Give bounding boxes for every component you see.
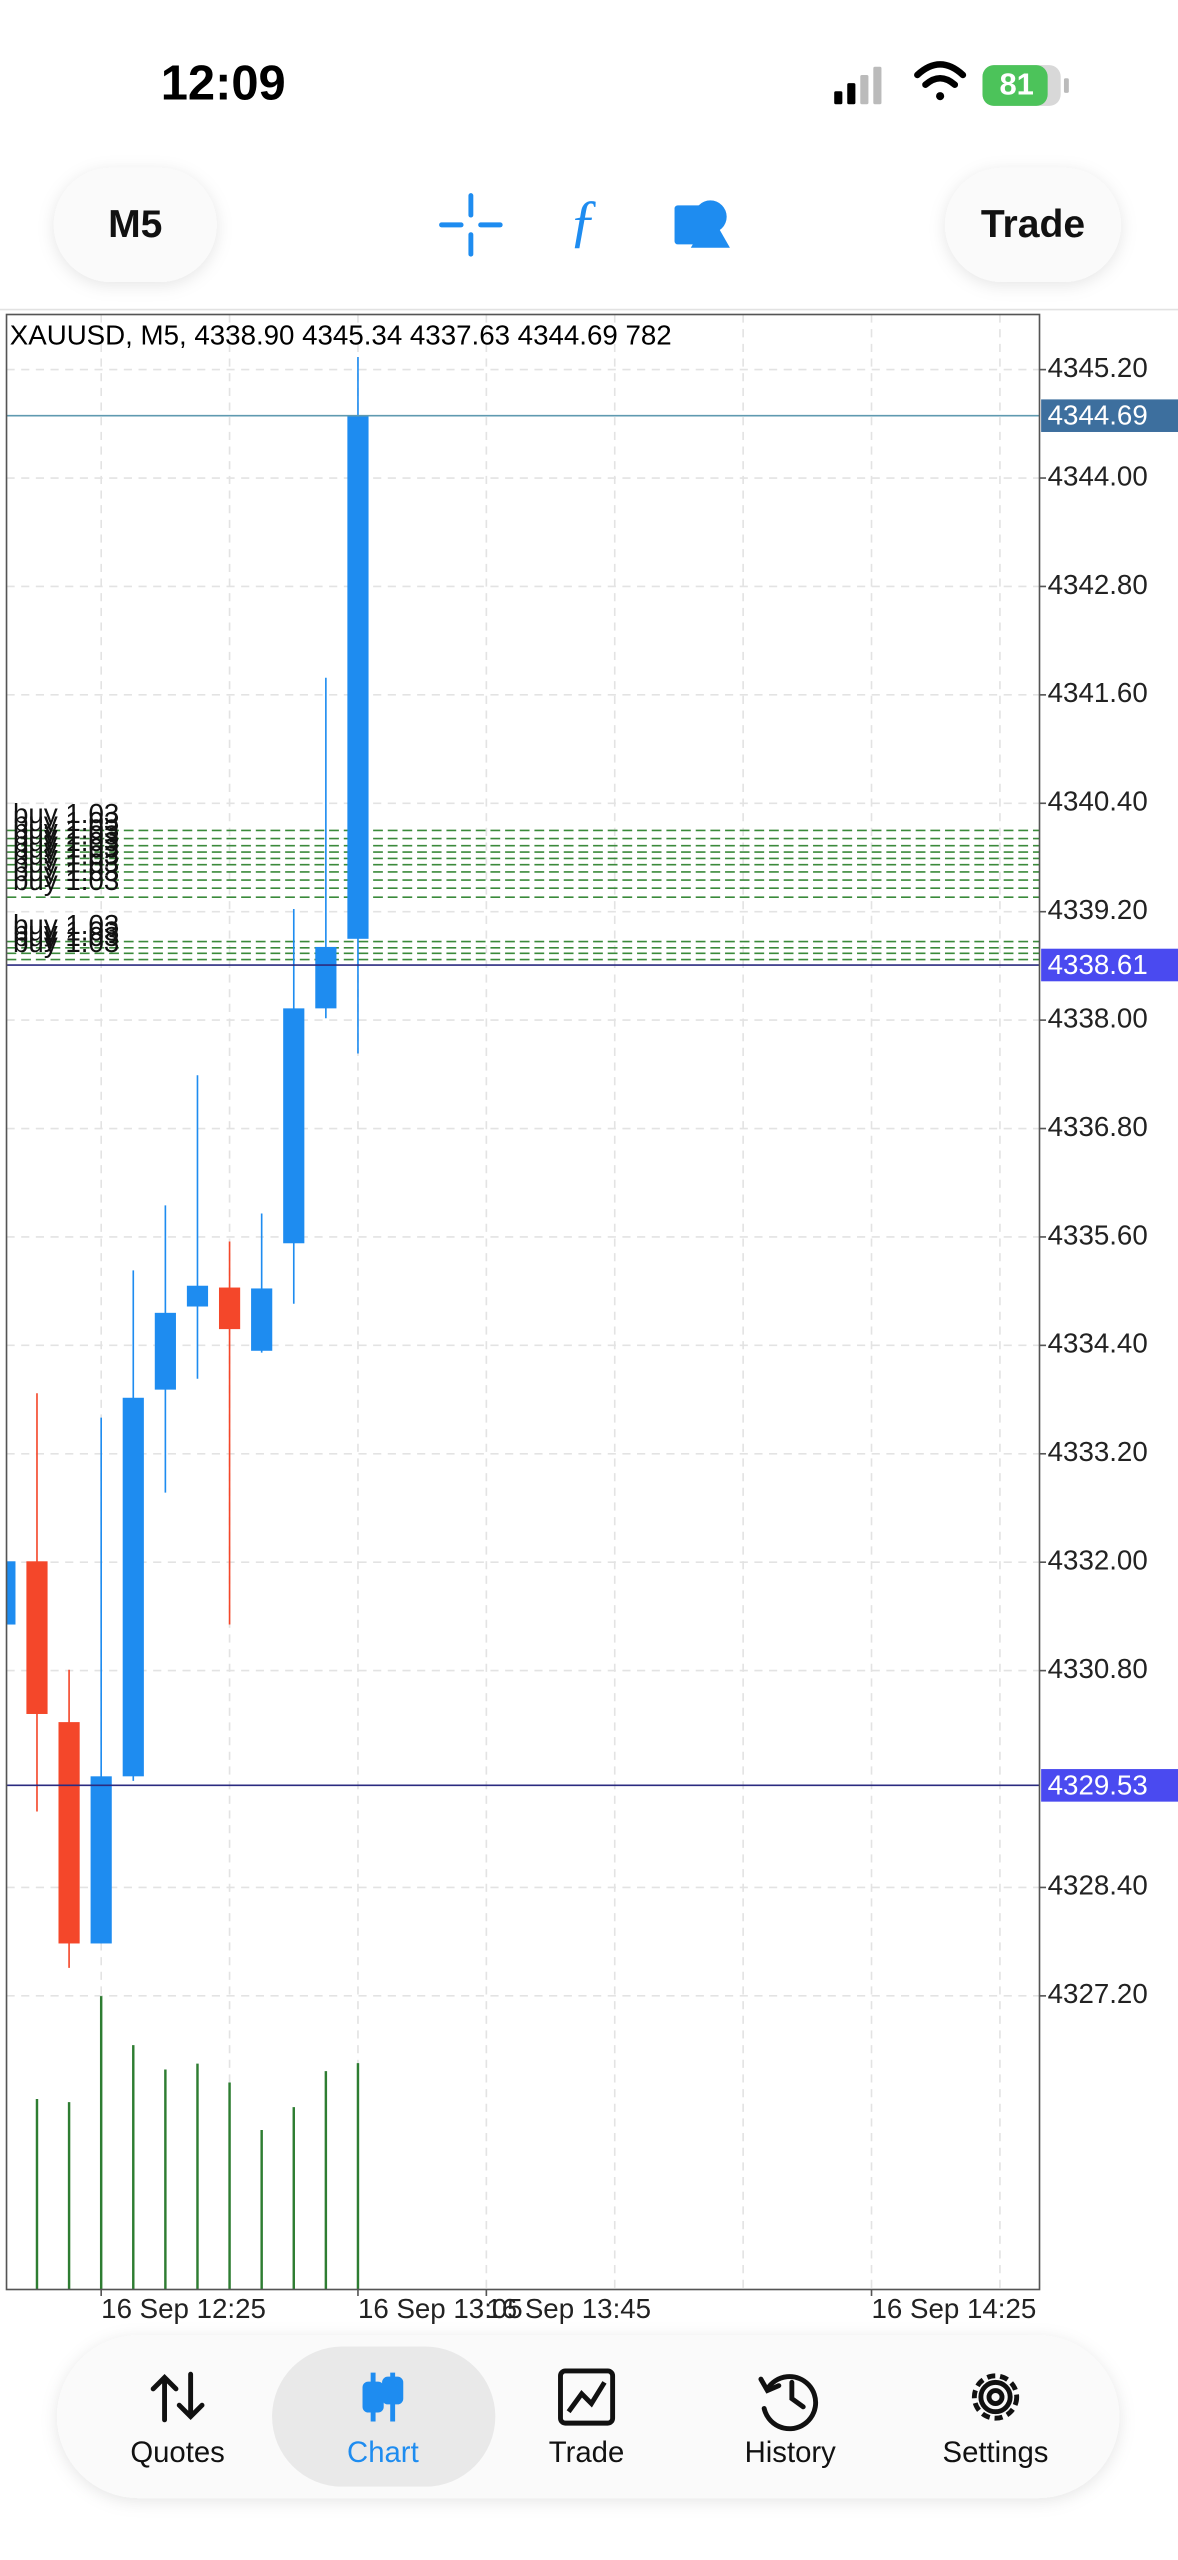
trade-icon[interactable]	[558, 2368, 616, 2426]
chart-icon[interactable]	[362, 2372, 404, 2422]
y-tick-label: 4340.40	[1048, 786, 1148, 817]
candle-body	[347, 415, 369, 939]
order-label: buy 1.03	[13, 927, 119, 958]
clock: 12:09	[161, 56, 286, 110]
candle-body	[283, 1008, 305, 1244]
y-tick-label: 4333.20	[1048, 1436, 1148, 1467]
candle-body	[6, 1561, 16, 1625]
settings-icon[interactable]	[971, 2373, 1020, 2421]
y-tick-label: 4341.60	[1048, 677, 1148, 708]
y-tick-label: 4328.40	[1048, 1870, 1148, 1901]
candle-body	[58, 1722, 80, 1944]
order-label: buy 1.03	[13, 840, 119, 871]
candle-body	[154, 1312, 176, 1390]
y-tick-label: 4327.20	[1048, 1978, 1148, 2009]
order-label: buy 1.03	[13, 865, 119, 896]
y-tick-label: 4335.60	[1048, 1219, 1148, 1250]
order-label: buy 1.03	[13, 813, 119, 844]
price-label: 4338.61	[1048, 949, 1148, 980]
order-label: buy 1.03	[13, 921, 119, 952]
trade-button-label[interactable]: Trade	[981, 203, 1085, 246]
battery-icon: 81	[982, 65, 1069, 106]
tab-label[interactable]: Settings	[943, 2436, 1049, 2469]
objects-button[interactable]	[674, 200, 730, 248]
order-label: buy 1.03	[13, 915, 119, 946]
x-tick-label: 16 Sep 13:45	[486, 2293, 651, 2324]
timeframe-button[interactable]	[53, 167, 217, 282]
y-tick-label: 4332.00	[1048, 1545, 1148, 1576]
wifi-icon	[914, 61, 967, 101]
price-label: 4329.53	[1048, 1769, 1148, 1800]
candle-body	[251, 1288, 273, 1351]
candle-body	[90, 1776, 112, 1944]
history-icon[interactable]	[758, 2374, 819, 2432]
chart-info: XAUUSD, M5, 4338.90 4345.34 4337.63 4344…	[10, 320, 672, 351]
y-tick-label: 4330.80	[1048, 1653, 1148, 1684]
active-tab-bg	[272, 2346, 496, 2487]
quotes-icon[interactable]	[150, 2371, 205, 2423]
timeframe-label[interactable]: M5	[108, 203, 162, 246]
y-tick-label: 4339.20	[1048, 894, 1148, 925]
price-label-bg	[1041, 948, 1178, 982]
x-tick-label: 16 Sep 12:25	[101, 2293, 266, 2324]
price-label-bg	[1041, 399, 1178, 432]
trade-button[interactable]	[945, 167, 1121, 282]
candle-body	[315, 946, 337, 1009]
price-label-bg	[1041, 1769, 1178, 1802]
price-label: 4344.69	[1048, 400, 1148, 431]
order-label: buy 1.03	[13, 848, 119, 879]
y-tick-label: 4344.00	[1048, 460, 1148, 491]
y-tick-label: 4342.80	[1048, 569, 1148, 600]
tab-label[interactable]: History	[745, 2436, 837, 2469]
chart-frame	[5, 313, 1041, 2291]
indicators-button[interactable]: ƒ	[569, 188, 598, 253]
tab-label[interactable]: Quotes	[130, 2436, 225, 2469]
candle-body	[122, 1397, 144, 1777]
candle-body	[26, 1561, 48, 1714]
y-tick-label: 4336.80	[1048, 1111, 1148, 1142]
order-label: buy 1.03	[13, 806, 119, 837]
x-tick-label: 16 Sep 13:05	[358, 2293, 523, 2324]
y-tick-label: 4338.00	[1048, 1002, 1148, 1033]
order-label: buy 1.03	[13, 909, 119, 940]
order-label: buy 1.03	[13, 856, 119, 887]
y-tick-label: 4345.20	[1048, 352, 1148, 383]
tab-bar	[57, 2335, 1120, 2499]
battery-level: 81	[999, 67, 1033, 102]
candle-body	[186, 1285, 209, 1307]
signal-icon	[834, 66, 882, 105]
tab-label[interactable]: Chart	[347, 2436, 419, 2469]
crosshair-button[interactable]	[439, 193, 503, 257]
tab-label[interactable]: Trade	[549, 2436, 624, 2469]
candle-body	[218, 1287, 241, 1330]
y-tick-label: 4334.40	[1048, 1328, 1148, 1359]
order-label: buy 1.03	[13, 820, 119, 851]
order-label: buy 1.03	[13, 798, 119, 829]
order-label: buy 1.03	[13, 832, 119, 863]
order-label: buy 1.03	[13, 826, 119, 857]
x-tick-label: 16 Sep 14:25	[872, 2293, 1037, 2324]
